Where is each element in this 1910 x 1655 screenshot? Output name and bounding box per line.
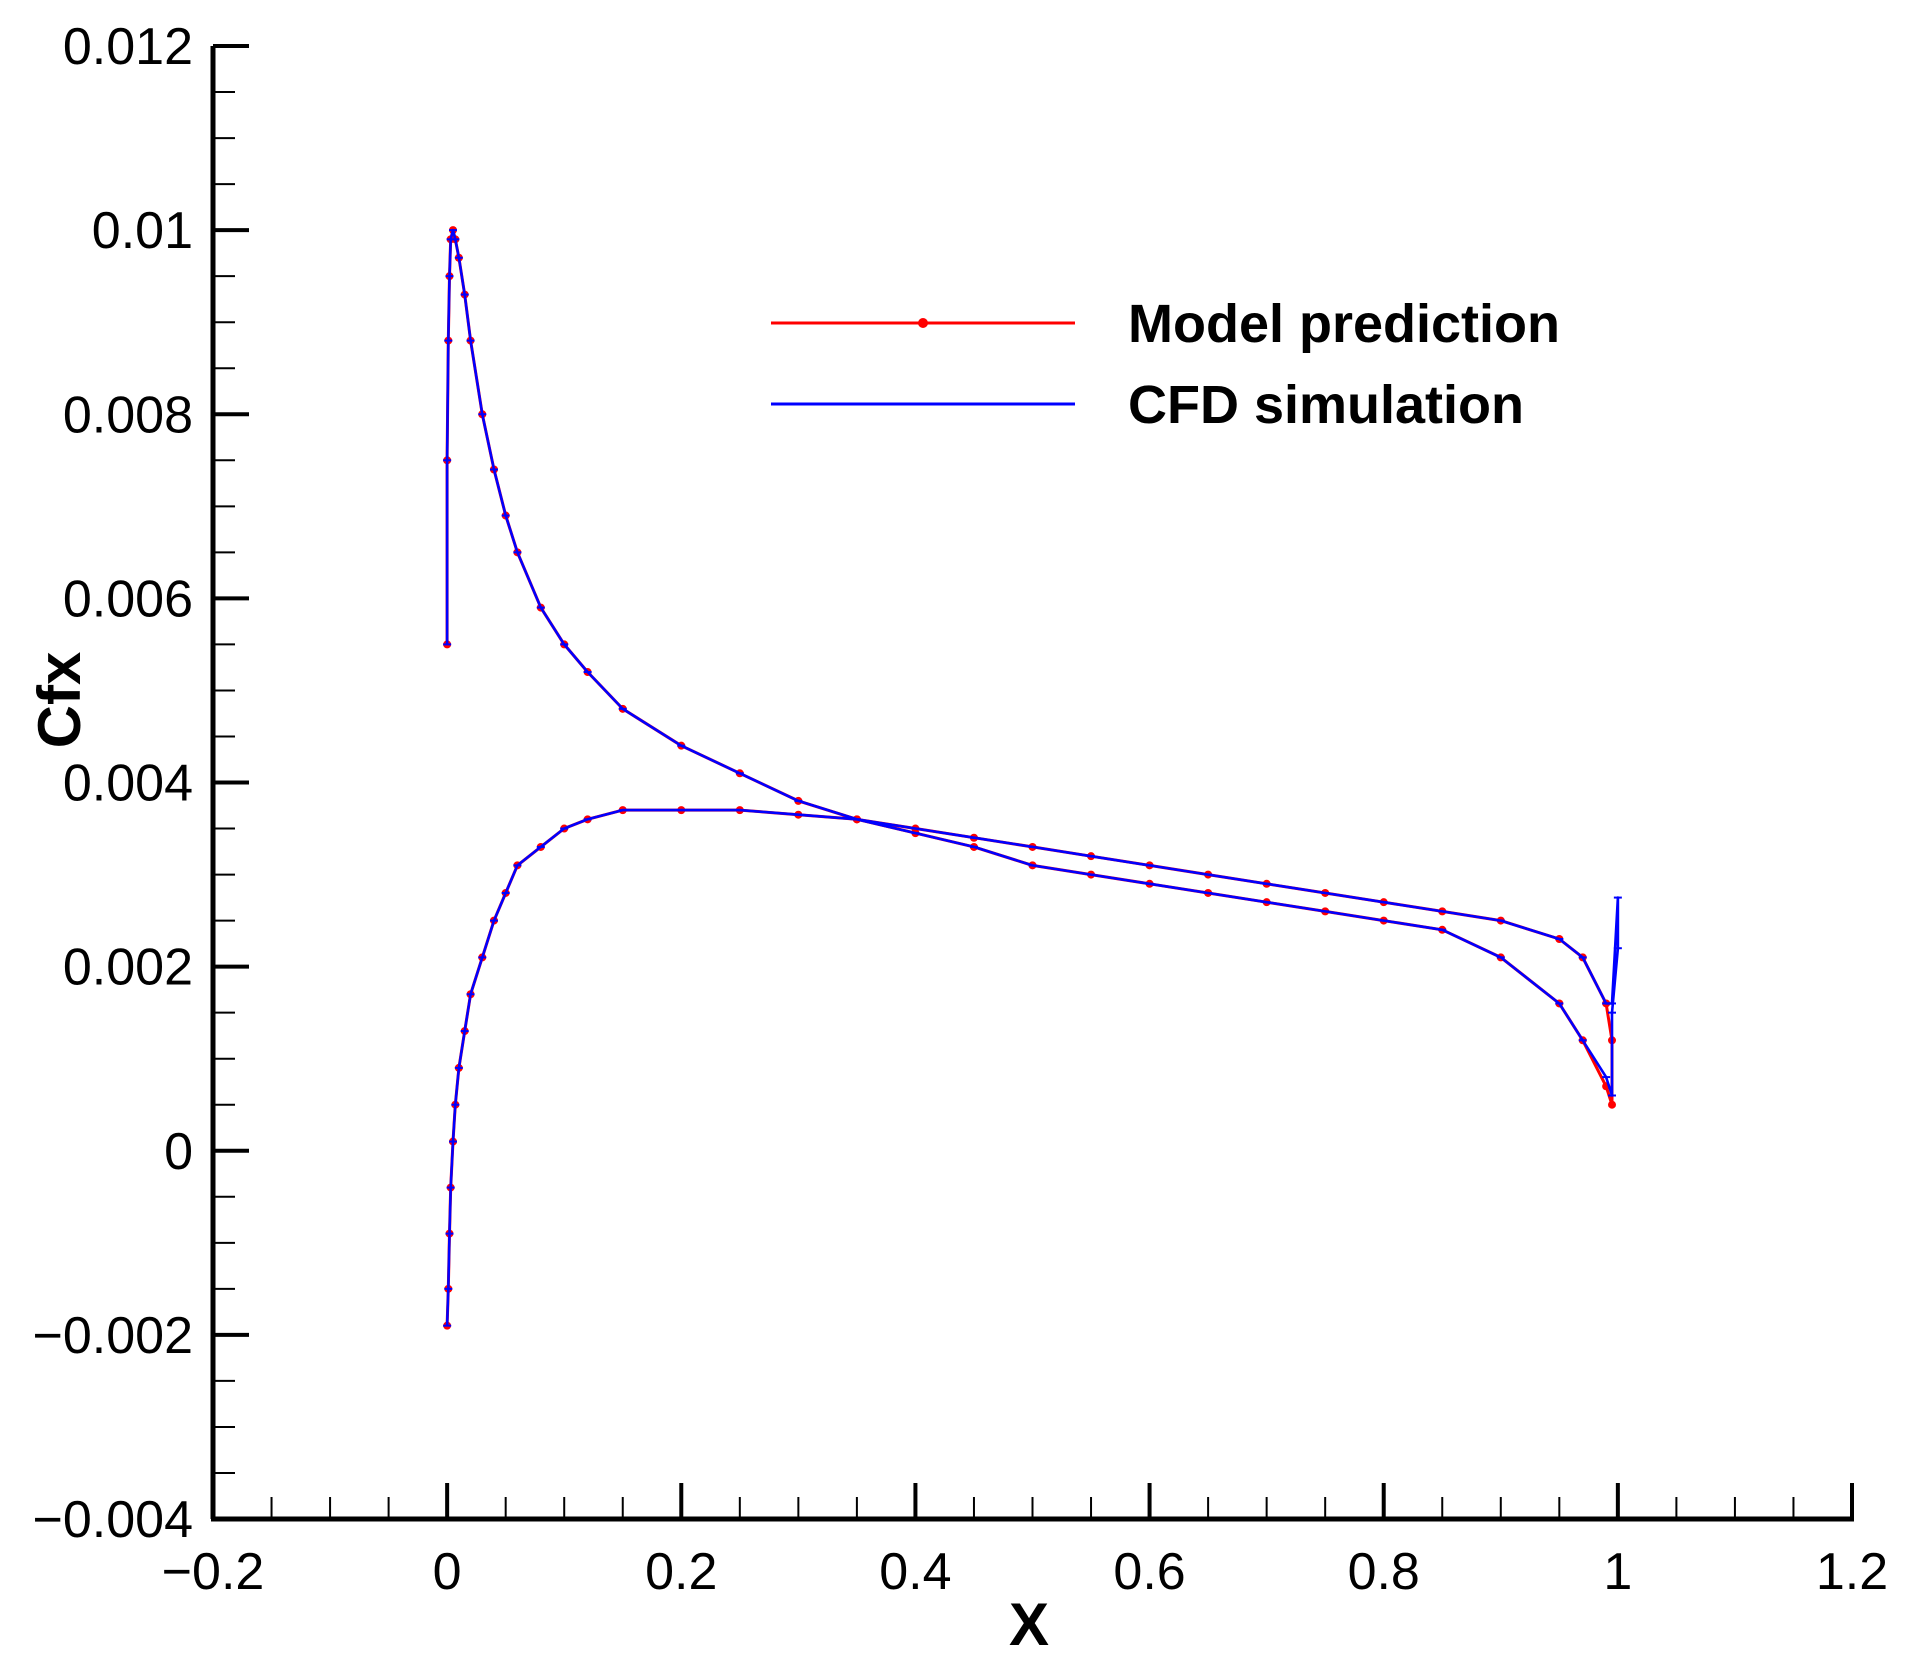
legend-marker-1	[918, 318, 928, 328]
series-layer	[443, 226, 1622, 1330]
x-tick-label: 1.2	[1816, 1543, 1888, 1601]
series-1-point	[1608, 1100, 1617, 1109]
legend-layer: Model prediction CFD simulation	[771, 294, 1560, 435]
x-tick-label: −0.2	[162, 1543, 265, 1601]
y-tick-label: 0.008	[63, 386, 193, 444]
x-tick-label: 0.8	[1348, 1543, 1420, 1601]
x-tick-label: 1	[1603, 1543, 1632, 1601]
legend-label-2: CFD simulation	[1128, 375, 1524, 435]
x-tick-label: 0.2	[645, 1543, 717, 1601]
y-tick-label: 0.004	[63, 755, 193, 813]
y-tick-label: 0.01	[92, 202, 193, 260]
x-tick-label: 0.4	[879, 1543, 951, 1601]
x-tick-label: 0.6	[1113, 1543, 1185, 1601]
y-axis-title: Cfx	[26, 652, 93, 749]
y-tick-label: 0.002	[63, 939, 193, 997]
series-line-2	[445, 228, 1620, 1326]
y-tick-label: −0.004	[33, 1491, 194, 1549]
legend-label-1: Model prediction	[1128, 294, 1560, 354]
y-tick-label: −0.002	[33, 1307, 194, 1365]
y-tick-label: 0.012	[63, 18, 193, 76]
y-tick-label: 0.006	[63, 570, 193, 628]
x-tick-label: 0	[433, 1543, 462, 1601]
axes-layer: −0.004 −0.002 0 0.002 0.004 0.006 0.008 0.01 0.0…	[33, 18, 1889, 1601]
x-axis-title: X	[1009, 1591, 1049, 1655]
y-tick-label: 0	[164, 1123, 193, 1181]
